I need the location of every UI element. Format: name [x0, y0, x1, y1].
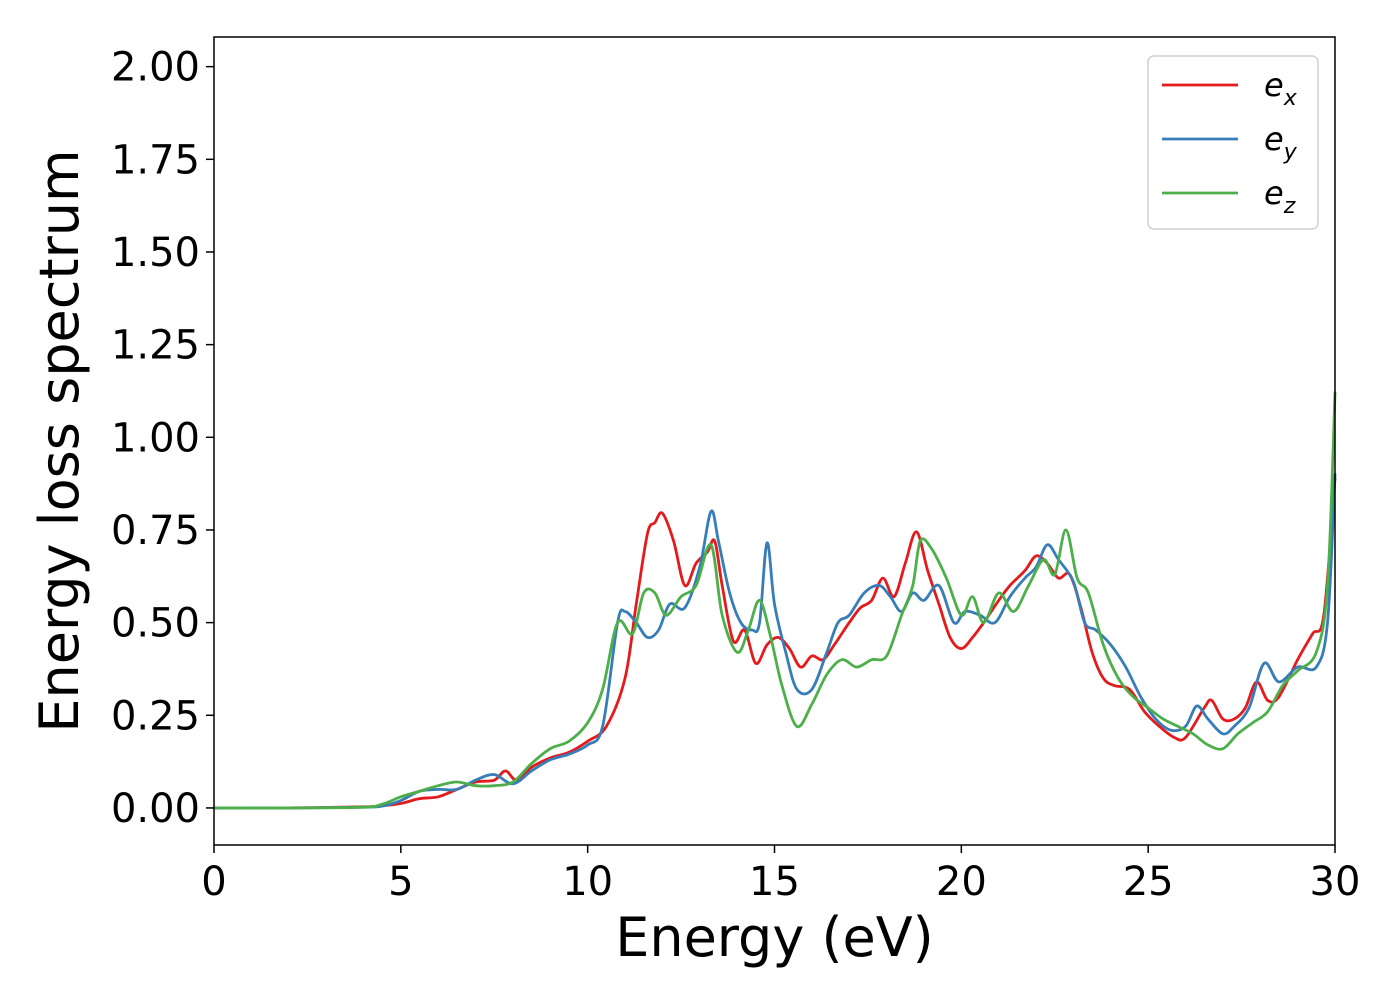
legend-label-subscript: x — [1283, 86, 1298, 111]
x-tick-label: 25 — [1123, 859, 1174, 905]
x-axis-ticks: 0 5 10 15 20 25 30 — [201, 845, 1360, 905]
series-line-y — [212, 472, 1337, 810]
series-line-z — [212, 391, 1337, 810]
legend-label-subscript: y — [1283, 140, 1298, 165]
legend-label-x: ex — [1264, 66, 1298, 111]
x-axis-label: Energy (eV) — [615, 906, 934, 969]
y-tick-label: 0.50 — [111, 601, 200, 647]
y-tick-label: 1.25 — [111, 323, 200, 369]
legend-label-base: e — [1264, 174, 1284, 212]
y-tick-label: 0.75 — [111, 508, 200, 554]
legend-label-base: e — [1264, 66, 1284, 104]
y-axis-label: Energy loss spectrum — [28, 149, 91, 732]
x-tick-label: 15 — [749, 859, 800, 905]
y-tick-label: 2.00 — [111, 45, 200, 91]
y-tick-label: 1.50 — [111, 230, 200, 276]
x-tick-label: 5 — [388, 859, 413, 905]
y-axis-ticks: 0.00 0.25 0.50 0.75 1.00 1.25 1.50 1.75 2.00 — [111, 45, 214, 832]
y-tick-label: 1.00 — [111, 415, 200, 461]
x-tick-label: 30 — [1310, 859, 1361, 905]
x-tick-label: 10 — [562, 859, 613, 905]
x-tick-label: 0 — [201, 859, 226, 905]
legend-box — [1147, 55, 1319, 230]
series-line-x — [212, 476, 1337, 810]
legend-label-base: e — [1264, 120, 1284, 158]
legend-label-z: ez — [1264, 174, 1296, 219]
y-tick-label: 0.00 — [111, 786, 200, 832]
y-tick-label: 1.75 — [111, 137, 200, 183]
series-layer — [212, 391, 1337, 810]
legend-label-y: ey — [1264, 120, 1298, 165]
x-tick-label: 20 — [936, 859, 987, 905]
y-tick-label: 0.25 — [111, 693, 200, 739]
legend-label-subscript: z — [1283, 194, 1296, 219]
